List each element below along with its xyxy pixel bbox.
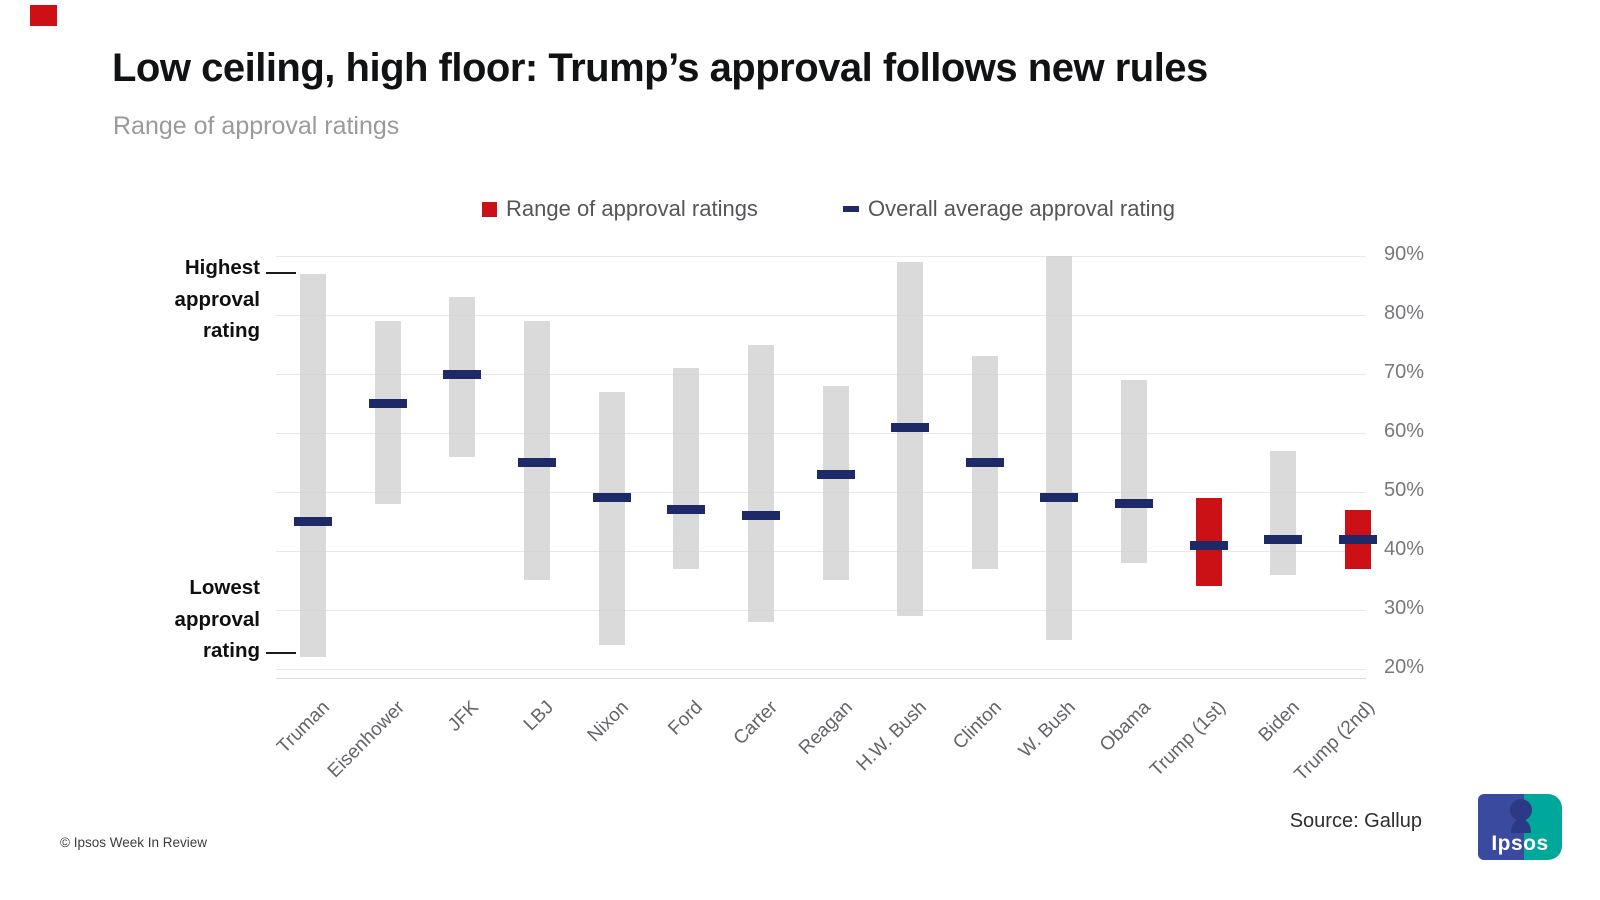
range-bar-nixon [598, 391, 625, 646]
brand-corner-mark [30, 5, 57, 26]
range-bar-ford [673, 368, 700, 569]
average-marker-biden [1264, 534, 1303, 544]
y-axis-label-50pct: 50% [1384, 479, 1425, 501]
average-marker-lbj [517, 458, 556, 467]
average-marker-obama [1115, 499, 1153, 509]
range-bar-reagan [822, 385, 849, 581]
gridline-50pct [276, 492, 1366, 493]
chart-title: Low ceiling, high floor: Trump’s approva… [112, 46, 1208, 90]
lowest-pointer-line [266, 652, 296, 654]
legend-average-label: Overall average approval rating [868, 196, 1175, 221]
gridline-60pct [276, 433, 1366, 434]
average-marker-trump-1st [1189, 540, 1228, 550]
y-axis-label-70pct: 70% [1384, 361, 1425, 383]
gridline-80pct [276, 315, 1366, 316]
average-marker-jfk [443, 369, 482, 379]
ipsos-logo: Ipsos [1478, 794, 1562, 860]
y-axis-label-40pct: 40% [1384, 538, 1425, 560]
gridline-90pct [276, 256, 1366, 257]
range-bar-h-w-bush [897, 261, 924, 616]
average-marker-ford [667, 505, 706, 515]
average-marker-w-bush [1040, 493, 1079, 503]
gridline-40pct [276, 551, 1366, 552]
highest-approval-annotation: Highest approval rating [174, 256, 260, 342]
legend-range-label: Range of approval ratings [506, 196, 758, 221]
average-marker-trump-2nd [1339, 534, 1377, 544]
highest-pointer-line [266, 272, 296, 274]
range-bar-w-bush [1046, 256, 1073, 640]
gridline-70pct [276, 374, 1366, 375]
gridline-30pct [276, 610, 1366, 611]
range-bar-biden [1270, 450, 1297, 575]
y-axis-label-90pct: 90% [1384, 243, 1425, 265]
y-axis-label-60pct: 60% [1384, 420, 1425, 442]
range-bar-carter [747, 344, 774, 622]
y-axis-label-20pct: 20% [1384, 656, 1425, 678]
average-marker-truman [294, 517, 332, 526]
average-marker-clinton [965, 458, 1004, 467]
average-marker-h-w-bush [891, 422, 930, 432]
ipsos-logo-text: Ipsos [1491, 832, 1549, 855]
gridline-20pct [276, 669, 1366, 670]
average-marker-nixon [592, 493, 631, 503]
range-bar-obama [1121, 379, 1147, 563]
chart-subtitle: Range of approval ratings [113, 112, 400, 140]
y-axis-label-80pct: 80% [1384, 302, 1425, 324]
range-bar-truman [300, 273, 326, 658]
y-axis-label-30pct: 30% [1384, 597, 1425, 619]
source-credit: Source: Gallup [1289, 810, 1422, 832]
lowest-approval-annotation: Lowest approval rating [174, 576, 260, 662]
profile-silhouette-icon [1510, 799, 1532, 833]
range-swatch-icon [482, 201, 497, 217]
legend-item-range: Range of approval ratings [482, 196, 758, 221]
footer-copyright: © Ipsos Week In Review [60, 835, 208, 850]
average-marker-reagan [816, 469, 855, 479]
legend-item-average: Overall average approval rating [843, 196, 1175, 221]
average-swatch-icon [843, 206, 859, 212]
average-marker-carter [741, 511, 780, 521]
range-bar-lbj [523, 320, 550, 581]
x-axis-line [276, 678, 1366, 679]
average-marker-eisenhower [368, 399, 407, 408]
range-bar-eisenhower [374, 320, 401, 504]
